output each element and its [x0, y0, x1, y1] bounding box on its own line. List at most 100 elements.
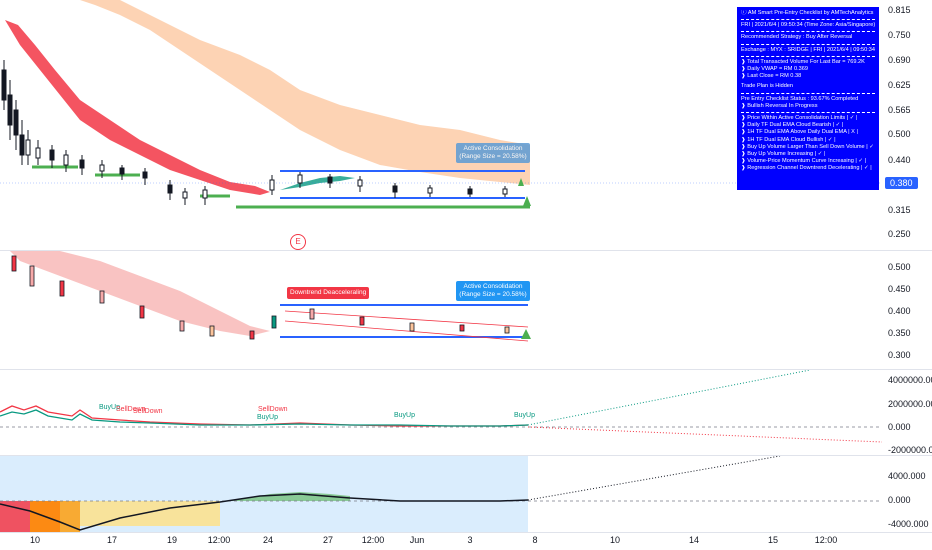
time-tick: 3	[467, 535, 473, 545]
projection-line-down	[527, 426, 883, 443]
bullish-cloud	[280, 176, 355, 190]
main-price-axis[interactable]: 0.815 0.750 0.690 0.625 0.565 0.500 0.44…	[882, 0, 932, 250]
regression-line	[284, 320, 529, 342]
momentum-curve	[0, 493, 529, 531]
time-tick: 17	[106, 535, 118, 545]
buy-up-signal: BuyUp	[394, 412, 416, 419]
momentum-axis[interactable]: 4000.000 0.000 -4000.000	[882, 456, 932, 532]
time-tick: 27	[322, 535, 334, 545]
sell-down-signal: SellDown	[116, 406, 146, 413]
regression-axis[interactable]: 0.500 0.450 0.400 0.350 0.300	[882, 251, 932, 369]
sell-down-signal: SellDown	[258, 406, 288, 413]
time-tick: 19	[166, 535, 178, 545]
checklist-vwap: ❱ Daily VWAP = RM 0.369	[741, 66, 809, 73]
time-tick: 8	[532, 535, 538, 545]
pre-entry-checklist-panel: ⓘ AM Smart Pre-Entry Checklist by AMTech…	[737, 7, 879, 190]
consolidation-label-pane2: Active Consolidation (Range Size = 20.58…	[456, 281, 530, 301]
checklist-item: ❱ Volume-Price Momentum Curve Increasing…	[741, 158, 867, 165]
time-tick: 15	[767, 535, 779, 545]
checklist-title: ⓘ AM Smart Pre-Entry Checklist by AMTech…	[741, 10, 874, 16]
time-tick: 12:00	[207, 535, 231, 545]
buy-up-signal: BuyUp	[514, 412, 536, 419]
time-tick: 24	[262, 535, 274, 545]
checklist-item: ❱ Regression Channel Downtrend Decelerat…	[741, 165, 872, 172]
time-tick: 14	[688, 535, 700, 545]
volume-flow-pane[interactable]: BuyUp SellDown SellDown SellDown BuyUp B…	[0, 369, 883, 455]
volume-flow-chart	[0, 369, 883, 443]
momentum-tick: 4000.000	[888, 471, 926, 481]
downtrend-label: Downtrend Deacceleraling	[287, 287, 370, 299]
projection-line	[527, 455, 781, 501]
pane-divider[interactable]	[0, 250, 932, 251]
regression-chart	[10, 251, 531, 342]
checklist-item: ❱ Daily TF Dual EMA Cloud Bearish | ✓ |	[741, 122, 844, 129]
price-tick: 0.450	[888, 284, 911, 294]
hourly-ema-cloud	[5, 20, 270, 195]
checklist-volume: ❱ Total Transacted Volume For Last Bar =…	[741, 58, 865, 65]
pane-divider[interactable]	[0, 369, 932, 370]
momentum-tick: 0.000	[888, 495, 911, 505]
buy-up-line	[0, 409, 529, 427]
price-tick: 0.690	[888, 55, 911, 65]
volume-flow-axis[interactable]: 4000000.000 2000000.000 0.000 -2000000.0…	[882, 370, 932, 455]
up-arrow-icon	[523, 196, 531, 206]
time-tick: 12:00	[814, 535, 838, 545]
price-tick: 0.815	[888, 5, 911, 15]
checklist-item: ❱ Buy Up Volume Larger Than Sell Down Vo…	[741, 143, 875, 150]
price-tick: 0.250	[888, 229, 911, 239]
price-tick: 0.625	[888, 80, 911, 90]
time-axis[interactable]: 10 17 19 12:00 24 27 12:00 Jun 3 8 10 14…	[0, 533, 882, 550]
regression-cloud	[10, 251, 270, 336]
volume-tick: 4000000.000	[888, 375, 932, 385]
earnings-marker[interactable]: E	[290, 234, 306, 250]
buy-up-signal: BuyUp	[99, 404, 121, 411]
up-arrow-icon	[521, 329, 531, 339]
price-tick: 0.565	[888, 105, 911, 115]
daily-ema-cloud	[80, 0, 530, 185]
price-tick: 0.300	[888, 350, 911, 360]
price-tick: 0.400	[888, 306, 911, 316]
consolidation-label-main: Active Consolidation (Range Size = 20.58…	[456, 143, 530, 163]
regression-candles	[11, 255, 510, 340]
volume-tick: 0.000	[888, 422, 911, 432]
checklist-item: ❱ Buy Up Volume Increasing | ✓ |	[741, 151, 826, 158]
regression-pane[interactable]: Downtrend Deacceleraling Active Consolid…	[0, 251, 882, 369]
time-tick: 10	[609, 535, 621, 545]
checklist-status-detail: ❱ Bullish Reversal In Progress	[741, 102, 818, 109]
price-tick: 0.440	[888, 155, 911, 165]
momentum-tick: -4000.000	[888, 519, 929, 529]
buy-up-signal: BuyUp	[257, 414, 279, 421]
price-tick: 0.500	[888, 129, 911, 139]
last-price-badge: 0.380	[885, 177, 918, 189]
momentum-chart	[0, 455, 882, 532]
price-tick: 0.315	[888, 205, 911, 215]
main-price-chart[interactable]	[0, 0, 882, 250]
checklist-strategy: Recommended Strategy : Buy After Reversa…	[741, 34, 853, 41]
time-tick: Jun	[409, 535, 425, 545]
checklist-item: ❱ 1H TF Dual EMA Cloud Bullish | ✓ |	[741, 136, 836, 143]
momentum-pane[interactable]	[0, 455, 882, 532]
candles	[1, 60, 508, 205]
checklist-item: ❱ Price Within Active Consolidation Limi…	[741, 115, 858, 122]
checklist-date: FRI | 2021/6/4 | 09:50:34 (Time Zone: As…	[741, 22, 875, 29]
time-tick: 10	[29, 535, 41, 545]
price-tick: 0.500	[888, 262, 911, 272]
volume-tick: -2000000.000	[888, 445, 932, 455]
time-tick: 12:00	[361, 535, 385, 545]
checklist-close: ❱ Last Close = RM 0.38	[741, 73, 802, 80]
checklist-status: Pre Entry Checklist Status : 93.67% Comp…	[741, 95, 859, 102]
checklist-exchange: Exchange : MYX : SRIDGE | FRI | 2021/6/4…	[741, 46, 875, 53]
checklist-item: ❱ 1H TF Dual EMA Above Daily Dual EMA | …	[741, 129, 858, 136]
main-price-pane[interactable]: Active Consolidation (Range Size = 20.58…	[0, 0, 882, 250]
volume-tick: 2000000.000	[888, 399, 932, 409]
sell-down-line	[0, 405, 529, 427]
pane-divider[interactable]	[0, 455, 932, 456]
up-arrow-icon	[518, 178, 524, 186]
price-tick: 0.350	[888, 328, 911, 338]
sell-down-signal: SellDown	[133, 408, 163, 415]
price-tick: 0.750	[888, 30, 911, 40]
checklist-hidden: Trade Plan is Hidden	[741, 83, 794, 90]
projection-line-up	[527, 369, 811, 426]
regression-line	[284, 310, 529, 328]
time-axis-divider	[0, 532, 932, 533]
